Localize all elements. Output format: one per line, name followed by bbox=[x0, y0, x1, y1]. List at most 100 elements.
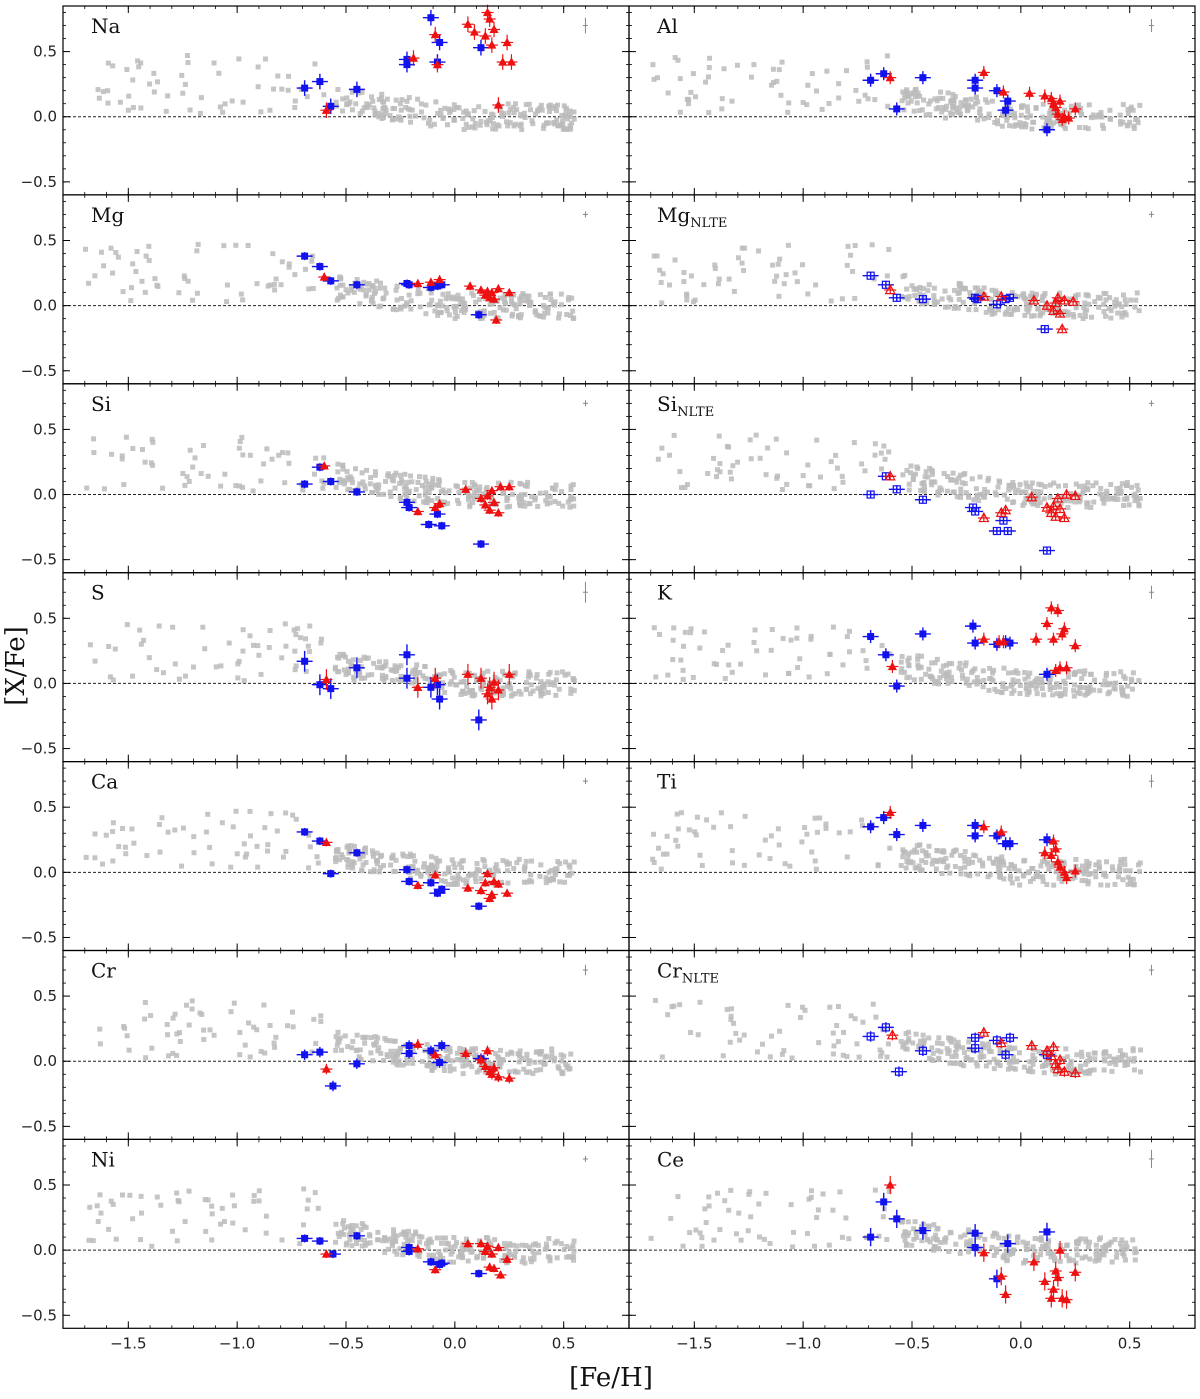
grey-point bbox=[930, 1050, 936, 1056]
grey-point bbox=[952, 304, 958, 310]
red-point bbox=[1053, 605, 1063, 615]
grey-point bbox=[311, 471, 317, 477]
blue-point bbox=[1002, 106, 1010, 114]
grey-point bbox=[934, 859, 940, 865]
grey-point bbox=[983, 309, 989, 315]
grey-point bbox=[850, 268, 856, 274]
grey-point bbox=[670, 657, 676, 663]
grey-point bbox=[1033, 685, 1039, 691]
grey-point bbox=[1013, 1059, 1019, 1065]
grey-point bbox=[392, 668, 398, 674]
grey-point bbox=[1128, 297, 1134, 303]
red-point bbox=[435, 498, 445, 508]
grey-point bbox=[438, 489, 444, 495]
grey-point bbox=[182, 275, 188, 281]
grey-point bbox=[359, 868, 365, 874]
grey-point bbox=[293, 663, 299, 669]
grey-point bbox=[466, 1049, 472, 1055]
blue-point bbox=[436, 38, 444, 46]
grey-point bbox=[353, 101, 359, 107]
grey-point bbox=[129, 285, 135, 291]
grey-point bbox=[1108, 482, 1114, 488]
grey-point bbox=[509, 672, 515, 678]
grey-point bbox=[393, 116, 399, 122]
grey-point bbox=[337, 651, 343, 657]
grey-point bbox=[552, 121, 558, 127]
grey-point bbox=[1122, 1052, 1128, 1058]
grey-point bbox=[456, 501, 462, 507]
grey-point bbox=[958, 100, 964, 106]
grey-point bbox=[724, 1007, 730, 1013]
grey-point bbox=[1050, 692, 1056, 698]
grey-point bbox=[537, 313, 543, 319]
grey-point bbox=[1030, 865, 1036, 871]
grey-point bbox=[1099, 122, 1105, 128]
grey-point bbox=[962, 286, 968, 292]
grey-point bbox=[973, 486, 979, 492]
grey-point bbox=[685, 101, 691, 107]
grey-point bbox=[759, 1041, 765, 1047]
grey-point bbox=[953, 105, 959, 111]
grey-point bbox=[658, 279, 664, 285]
grey-point bbox=[541, 314, 547, 320]
grey-point bbox=[366, 287, 372, 293]
grey-point bbox=[1017, 882, 1023, 888]
grey-point bbox=[719, 106, 725, 112]
grey-point bbox=[1116, 1055, 1122, 1061]
grey-point bbox=[286, 73, 292, 79]
blue-point bbox=[475, 311, 483, 319]
grey-point bbox=[462, 304, 468, 310]
grey-point bbox=[968, 96, 974, 102]
grey-point bbox=[469, 1046, 475, 1052]
grey-point bbox=[345, 1044, 351, 1050]
grey-point bbox=[1029, 313, 1035, 319]
grey-point bbox=[770, 262, 776, 268]
grey-point bbox=[1119, 1052, 1125, 1058]
grey-point bbox=[391, 306, 397, 312]
grey-point bbox=[247, 633, 253, 639]
grey-point bbox=[150, 439, 156, 445]
grey-point bbox=[878, 450, 884, 456]
grey-point bbox=[523, 680, 529, 686]
grey-point bbox=[722, 676, 728, 682]
grey-point bbox=[887, 845, 893, 851]
grey-point bbox=[921, 487, 927, 493]
grey-point bbox=[156, 623, 162, 629]
grey-point bbox=[571, 316, 577, 322]
grey-point bbox=[981, 1042, 987, 1048]
grey-point bbox=[144, 853, 150, 859]
grey-point bbox=[1131, 1055, 1137, 1061]
grey-point bbox=[1034, 869, 1040, 875]
grey-point bbox=[318, 1013, 324, 1019]
grey-point bbox=[1030, 488, 1036, 494]
grey-point bbox=[379, 116, 385, 122]
grey-point bbox=[1004, 1047, 1010, 1053]
grey-point bbox=[545, 679, 551, 685]
grey-point bbox=[135, 58, 141, 64]
grey-point bbox=[960, 480, 966, 486]
grey-point bbox=[728, 824, 734, 830]
grey-point bbox=[1004, 117, 1010, 123]
grey-point bbox=[130, 105, 136, 111]
grey-point bbox=[309, 258, 315, 264]
grey-point bbox=[137, 627, 143, 633]
grey-point bbox=[996, 307, 1002, 313]
grey-point bbox=[566, 1066, 572, 1072]
grey-point bbox=[1124, 479, 1130, 485]
grey-point bbox=[505, 1051, 511, 1057]
grey-point bbox=[457, 1045, 463, 1051]
blue-point bbox=[405, 1042, 413, 1050]
grey-point bbox=[558, 291, 564, 297]
grey-point bbox=[567, 114, 573, 120]
grey-point bbox=[1006, 482, 1012, 488]
grey-point bbox=[1024, 114, 1030, 120]
grey-point bbox=[502, 293, 508, 299]
panel-ti: Ti bbox=[628, 760, 1196, 952]
grey-point bbox=[307, 623, 313, 629]
grey-point bbox=[464, 1057, 470, 1063]
grey-point bbox=[382, 285, 388, 291]
blue-point bbox=[353, 849, 361, 857]
grey-point bbox=[106, 643, 112, 649]
grey-point bbox=[1101, 870, 1107, 876]
grey-point bbox=[558, 302, 564, 308]
